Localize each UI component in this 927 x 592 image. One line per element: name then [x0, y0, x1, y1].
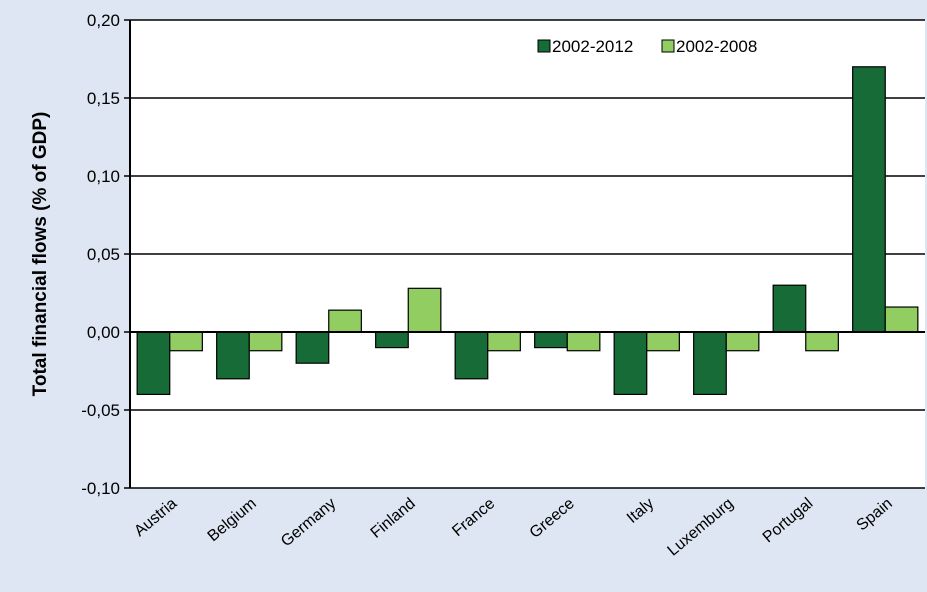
y-tick-label: -0,05	[81, 401, 120, 420]
bar-2002-2008	[328, 309, 362, 333]
bar-2002-2008	[248, 331, 283, 352]
x-tick-label: Austria	[131, 495, 180, 540]
bar-2002-2008	[646, 331, 680, 352]
x-tick-label: Luxemburg	[665, 495, 737, 559]
x-tick-labels: Austria Belgium Germany Finland France Greece…	[131, 495, 896, 560]
axes	[124, 19, 925, 489]
bars	[136, 66, 919, 396]
bar-2002-2012	[613, 331, 648, 396]
legend-swatch	[661, 39, 675, 53]
bar-2002-2012	[693, 331, 727, 396]
x-tick-label: Spain	[854, 495, 896, 534]
y-tick-label: 0,05	[87, 245, 120, 264]
gridlines	[130, 19, 925, 489]
bar-2002-2012	[216, 331, 250, 380]
bar-2002-2008	[884, 306, 919, 333]
legend: 2002-2012 2002-2008	[537, 37, 757, 56]
x-tick-label: Germany	[278, 495, 339, 550]
y-tick-labels: -0,10 -0,05 0,00 0,05 0,10 0,15 0,20	[81, 11, 120, 498]
bar-2002-2008	[407, 287, 442, 333]
x-tick-label: Italy	[624, 495, 657, 527]
y-tick-label: 0,15	[87, 89, 120, 108]
bar-2002-2012	[375, 331, 409, 349]
y-axis-title: Total financial flows (% of GDP)	[30, 112, 51, 397]
legend-label: 2002-2012	[552, 37, 633, 56]
bar-2002-2012	[772, 284, 807, 333]
x-tick-label: Greece	[527, 495, 578, 542]
x-tick-label: Finland	[368, 495, 419, 542]
legend-swatch	[537, 39, 551, 53]
bar-2002-2008	[805, 331, 839, 352]
bar-2002-2008	[169, 331, 203, 352]
bar-2002-2012	[454, 331, 489, 380]
bar-2002-2012	[534, 331, 568, 349]
x-tick-label: Belgium	[205, 495, 260, 545]
bar-2002-2012	[852, 66, 886, 333]
y-tick-label: 0,00	[87, 323, 120, 342]
x-tick-label: France	[449, 495, 498, 540]
x-tick-label: Portugal	[760, 495, 817, 546]
legend-label: 2002-2008	[676, 37, 757, 56]
bar-2002-2008	[566, 331, 601, 352]
bar-2002-2012	[295, 331, 330, 364]
bar-2002-2008	[725, 331, 760, 352]
bar-2002-2008	[487, 331, 521, 352]
bar-2002-2012	[136, 331, 171, 396]
y-tick-label: -0,10	[81, 479, 120, 498]
y-tick-label: 0,20	[87, 11, 120, 30]
y-tick-label: 0,10	[87, 167, 120, 186]
